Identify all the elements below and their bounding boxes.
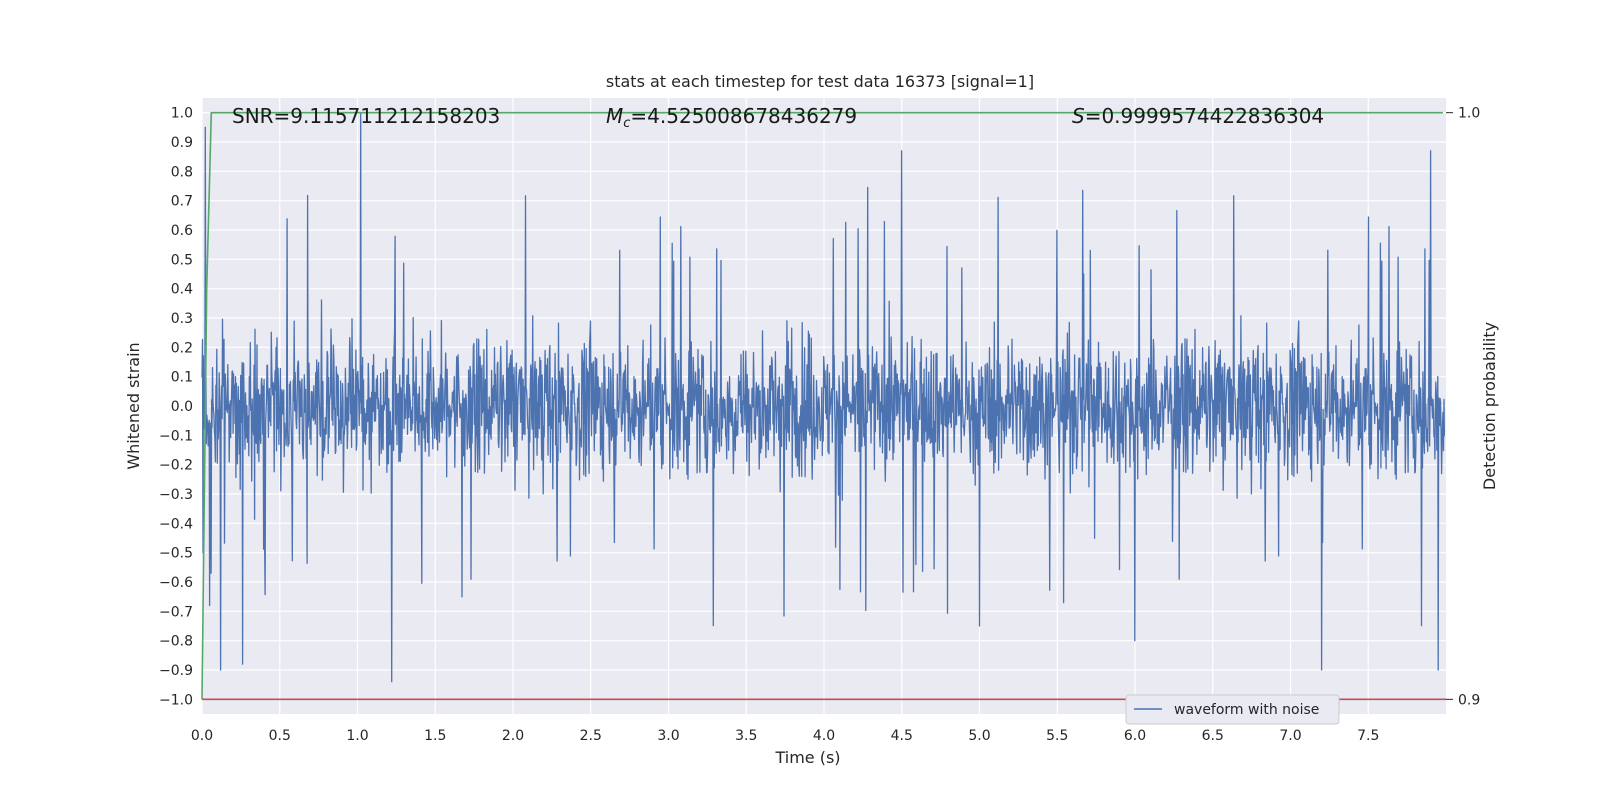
legend-box xyxy=(1125,694,1340,725)
y-tick-label: −0.8 xyxy=(159,634,193,650)
y-tick-label: −0.6 xyxy=(159,575,193,591)
y-tick-label: 0.4 xyxy=(171,282,193,298)
x-tick-label: 3.5 xyxy=(735,728,757,744)
x-ticks: 0.0 0.5 1.0 1.5 2.0 2.5 3.0 3.5 4.0 4.5 5.0 5.5 6.0 6… xyxy=(191,728,1380,744)
probability-series xyxy=(201,111,1443,700)
y-tick-label: 0.3 xyxy=(171,311,193,327)
x-tick-label: 4.5 xyxy=(891,728,913,744)
y-tick-label: 0.1 xyxy=(171,370,193,386)
x-tick-label: 7.5 xyxy=(1357,728,1379,744)
y-tick-label: −0.5 xyxy=(159,546,193,562)
x-axis-label: Time (s) xyxy=(774,748,840,767)
y-tick-label: 1.0 xyxy=(171,106,193,122)
probability-line xyxy=(201,111,1443,700)
x-tick-label: 2.5 xyxy=(580,728,602,744)
x-tick-label: 0.0 xyxy=(191,728,213,744)
x-tick-label: 3.0 xyxy=(657,728,679,744)
snr-annotation: SNR=9.115711212158203 xyxy=(232,104,500,128)
y-ticks: 1.0 0.9 0.8 0.7 0.6 0.5 0.4 0.3 0.2 0.1 0.0 −0.1 −0.… xyxy=(159,106,193,709)
legend-label: waveform with noise xyxy=(1174,702,1319,718)
y-axis-label-right: Detection probability xyxy=(1480,322,1499,490)
s-annotation: S=0.9999574422836304 xyxy=(1072,104,1324,128)
x-tick-label: 7.0 xyxy=(1279,728,1301,744)
x-tick-label: 5.5 xyxy=(1046,728,1068,744)
y-tick-label: 0.9 xyxy=(171,135,193,151)
y-tick-label: 0.2 xyxy=(171,340,193,356)
y-right-tick-label: 0.9 xyxy=(1458,692,1480,708)
y-tick-label: −0.3 xyxy=(159,487,193,503)
x-tick-label: 1.5 xyxy=(424,728,446,744)
y-tick-label: −0.4 xyxy=(159,516,193,532)
x-tick-label: 1.0 xyxy=(346,728,368,744)
legend: waveform with noise xyxy=(1125,694,1340,725)
x-tick-label: 6.5 xyxy=(1202,728,1224,744)
y-tick-label: −1.0 xyxy=(159,692,193,708)
x-tick-label: 2.0 xyxy=(502,728,524,744)
y-tick-label: 0.7 xyxy=(171,194,193,210)
waveform-line xyxy=(201,112,1446,683)
y-right-tick-label: 1.0 xyxy=(1458,106,1480,122)
x-tick-label: 0.5 xyxy=(269,728,291,744)
x-tick-label: 4.0 xyxy=(813,728,835,744)
y-tick-label: −0.7 xyxy=(159,604,193,620)
y-tick-label: 0.5 xyxy=(171,252,193,268)
y-ticks-right: 1.0 0.9 xyxy=(1446,106,1480,708)
y-tick-label: −0.2 xyxy=(159,458,193,474)
waveform-series xyxy=(201,112,1446,683)
y-tick-label: 0.8 xyxy=(171,164,193,180)
y-tick-label: 0.6 xyxy=(171,223,193,239)
y-tick-label: 0.0 xyxy=(171,399,193,415)
chart-title: stats at each timestep for test data 163… xyxy=(606,72,1034,91)
chirp-mass-annotation: Mc=4.525008678436279 xyxy=(606,104,857,131)
y-axis-label: Whitened strain xyxy=(124,342,143,469)
x-tick-label: 5.0 xyxy=(968,728,990,744)
y-tick-label: −0.9 xyxy=(159,663,193,679)
x-tick-label: 6.0 xyxy=(1124,728,1146,744)
y-tick-label: −0.1 xyxy=(159,428,193,444)
